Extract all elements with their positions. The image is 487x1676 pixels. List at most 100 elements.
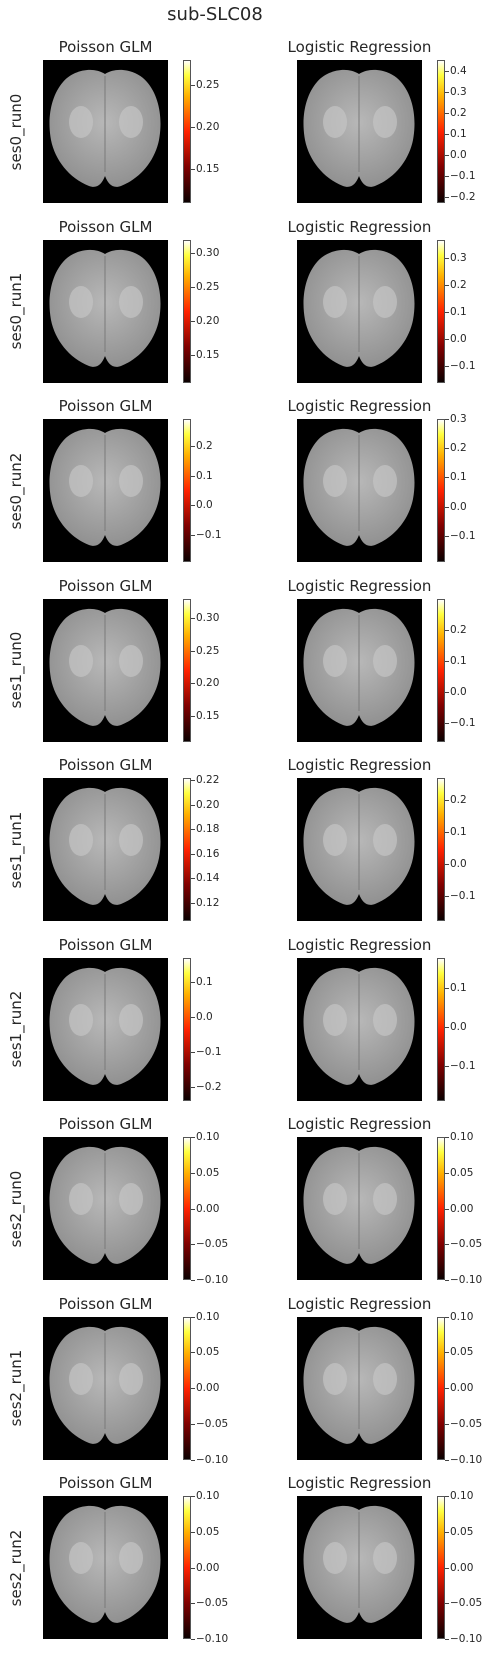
colorbar-tick-label: 0.10	[190, 1310, 220, 1323]
colorbar-tick-label: −0.05	[444, 1417, 483, 1430]
row-label: ses1_run2	[7, 990, 25, 1068]
figure-title: sub-SLC08	[167, 4, 263, 25]
colorbar	[437, 778, 445, 921]
colorbar-tick-label: −0.10	[190, 1274, 229, 1286]
brain-svg-6-1	[303, 1146, 415, 1264]
colorbar-tick-label: 0.0	[445, 333, 467, 346]
colorbar-tick-label: −0.10	[444, 1274, 483, 1286]
left-lobe-shade	[69, 1362, 93, 1395]
right-lobe-shade	[373, 1003, 397, 1036]
panel-title: Logistic Regression	[287, 935, 432, 954]
brain-svg-1-0	[49, 249, 161, 367]
colorbar-tick-label: 0.15	[190, 163, 220, 176]
row-label: ses0_run2	[7, 452, 25, 529]
colorbar-tick-label: −0.10	[190, 1453, 229, 1466]
colorbar-tick-label: −0.1	[445, 169, 476, 182]
colorbar-tick-label: 0.25	[190, 644, 220, 657]
colorbar-tick-label: 0.1	[445, 654, 467, 667]
left-lobe-shade	[69, 106, 93, 138]
left-lobe-shade	[323, 1362, 347, 1395]
left-lobe-shade	[323, 285, 347, 318]
brain-svg-4-1	[303, 787, 415, 905]
row-label: ses1_run0	[7, 631, 25, 709]
brain-map	[297, 778, 422, 921]
right-lobe-shade	[119, 824, 143, 856]
colorbar-tick-label: 0.12	[190, 896, 220, 909]
colorbar-tick-label: 0.14	[190, 872, 220, 885]
right-lobe-shade	[119, 465, 143, 497]
brain-svg-6-0	[49, 1146, 161, 1264]
brain-map	[43, 598, 168, 742]
colorbar	[183, 957, 191, 1101]
colorbar	[183, 778, 191, 921]
left-lobe-shade	[323, 1183, 347, 1215]
brain-map	[43, 1137, 168, 1280]
colorbar-tick-label: 0.22	[190, 774, 220, 787]
row-label: ses2_run2	[7, 1529, 25, 1606]
colorbar	[183, 1496, 191, 1639]
left-lobe-shade	[323, 1542, 347, 1574]
colorbar-tick-label: 0.05	[190, 1346, 220, 1359]
colorbar-tick-label: −0.1	[445, 716, 476, 729]
colorbar-tick-label: −0.05	[190, 1417, 229, 1430]
colorbar-tick-label: 0.4	[445, 64, 467, 77]
colorbar-tick-label: 0.1	[445, 982, 467, 995]
colorbar-tick-label: −0.05	[444, 1238, 483, 1251]
colorbar-tick-label: 0.3	[445, 85, 467, 98]
right-lobe-shade	[373, 285, 397, 318]
colorbar	[183, 419, 191, 562]
colorbar-tick-label: 0.2	[445, 106, 467, 119]
colorbar-tick-label: 0.05	[190, 1166, 220, 1179]
brain-map	[297, 957, 422, 1101]
panel-title: Poisson GLM	[58, 397, 153, 415]
right-lobe-shade	[373, 1362, 397, 1395]
colorbar	[437, 957, 445, 1101]
left-lobe-shade	[69, 285, 93, 318]
right-lobe-shade	[119, 1542, 143, 1574]
colorbar-tick-label: 0.00	[444, 1382, 474, 1394]
colorbar-tick-label: 0.2	[445, 442, 467, 455]
panel-title: Logistic Regression	[287, 576, 432, 595]
colorbar	[183, 60, 191, 203]
right-lobe-shade	[373, 465, 397, 497]
colorbar-tick-label: −0.05	[190, 1238, 229, 1251]
right-lobe-shade	[119, 106, 143, 138]
left-lobe-shade	[69, 1003, 93, 1036]
brain-map	[297, 1137, 422, 1280]
colorbar-tick-label: 0.25	[190, 281, 220, 294]
colorbar-tick-label: −0.1	[191, 529, 222, 542]
brain-svg-7-0	[49, 1326, 161, 1444]
colorbar-tick-label: 0.0	[191, 1010, 213, 1023]
right-lobe-shade	[373, 824, 397, 856]
colorbar-tick-label: 0.1	[445, 306, 467, 319]
brain-map	[297, 239, 422, 383]
colorbar	[437, 598, 445, 742]
right-lobe-shade	[373, 1542, 397, 1574]
panel-title: Poisson GLM	[58, 1474, 153, 1492]
colorbar	[437, 1137, 445, 1280]
brain-svg-2-1	[303, 428, 415, 546]
colorbar-tick-label: 0.00	[190, 1382, 220, 1394]
colorbar-tick-label: 0.05	[190, 1525, 220, 1538]
brain-map	[297, 60, 422, 203]
colorbar-tick-label: 0.1	[445, 826, 467, 839]
brain-map	[43, 1496, 168, 1639]
colorbar-tick-label: −0.10	[190, 1633, 229, 1645]
colorbar-tick-label: 0.0	[445, 148, 467, 161]
right-lobe-shade	[119, 644, 143, 677]
colorbar	[183, 1316, 191, 1460]
brain-svg-0-0	[49, 69, 161, 187]
panel-title: Logistic Regression	[287, 1474, 432, 1492]
right-lobe-shade	[373, 1183, 397, 1215]
row-label: ses2_run1	[7, 1349, 25, 1427]
colorbar-tick-label: 0.0	[445, 1021, 467, 1034]
colorbar-tick-label: −0.10	[444, 1453, 483, 1466]
colorbar-tick-label: −0.1	[191, 1045, 222, 1058]
brain-map	[297, 1316, 422, 1460]
colorbar-tick-label: 0.10	[444, 1490, 474, 1502]
colorbar-tick-label: −0.1	[445, 529, 476, 542]
right-lobe-shade	[119, 1362, 143, 1395]
brain-map	[43, 957, 168, 1101]
colorbar-tick-label: 0.0	[445, 500, 467, 513]
brain-svg-5-0	[49, 967, 161, 1085]
